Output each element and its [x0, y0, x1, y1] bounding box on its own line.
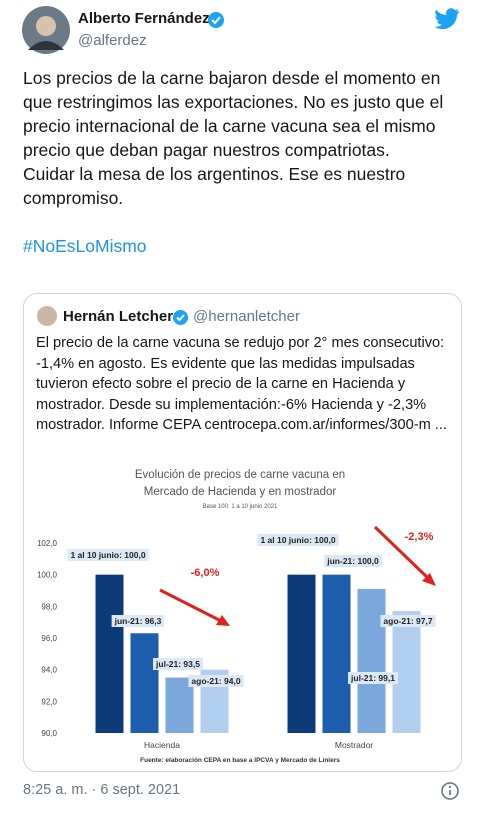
avatar[interactable]	[22, 6, 70, 54]
quoted-handle: @hernanletcher	[193, 308, 300, 325]
verified-badge	[208, 12, 224, 28]
info-icon[interactable]	[440, 781, 460, 801]
y-tick-label: 100,0	[37, 571, 58, 580]
arrow	[373, 525, 431, 581]
x-tick-label: Mostrador	[335, 740, 373, 750]
value-label-bg	[324, 555, 382, 567]
chart-subtitle: Base 100: 1 a 10 junio 2021	[203, 504, 278, 510]
bar	[95, 574, 124, 733]
hashtag[interactable]: #NoEsLoMismo	[23, 236, 147, 256]
value-label: jul-21: 93,5	[155, 659, 200, 669]
value-label: ago-21: 94,0	[191, 676, 240, 686]
quoted-tweet[interactable]	[23, 293, 462, 772]
chart-title: Evolución de precios de carne vacuna en	[135, 469, 345, 481]
quoted-name: Hernán Letcher	[63, 308, 174, 325]
quoted-text: El precio de la carne vacuna se redujo p…	[36, 335, 447, 433]
author-name[interactable]: Alberto Fernández	[78, 10, 210, 27]
bar	[287, 574, 316, 733]
value-label-bg	[257, 534, 339, 546]
annotation: -6,0%	[191, 567, 220, 579]
value-label-bg	[153, 658, 203, 670]
arrow	[159, 588, 224, 624]
y-tick-label: 92,0	[41, 697, 57, 706]
x-tick-label: Hacienda	[144, 740, 180, 750]
value-label-bg	[348, 672, 398, 684]
paragraph: Cuidar la mesa de los argentinos. Ese es…	[23, 164, 406, 208]
y-tick-label: 98,0	[41, 602, 57, 611]
bar	[322, 574, 351, 733]
y-tick-label: 96,0	[41, 634, 57, 643]
author-handle[interactable]: @alferdez	[78, 32, 147, 49]
value-label: jul-21: 99,1	[350, 673, 395, 683]
bar	[130, 633, 159, 733]
y-tick-label: 90,0	[41, 729, 57, 738]
twitter-logo[interactable]	[434, 8, 460, 30]
chart: Evolución de precios de carne vacuna en …	[37, 469, 436, 764]
value-label: ago-21: 97,7	[383, 616, 432, 626]
chart-source: Fuente: elaboración CEPA en base a IPCVA…	[140, 757, 340, 764]
value-label-bg	[380, 615, 436, 627]
value-label: 1 al 10 junio: 100,0	[70, 550, 145, 560]
value-label: jun-21: 100,0	[326, 556, 379, 566]
verified-badge	[173, 310, 188, 325]
value-label: 1 al 10 junio: 100,0	[260, 535, 335, 545]
paragraph: Los precios de la carne bajaron desde el…	[23, 68, 444, 160]
value-label: jun-21: 96,3	[114, 616, 162, 626]
bar	[357, 588, 386, 733]
annotation: -2,3%	[405, 531, 434, 543]
arrow-head	[216, 615, 230, 626]
value-label-bg	[111, 615, 165, 627]
quoted-avatar	[37, 306, 57, 326]
timestamp[interactable]: 8:25 a. m. · 6 sept. 2021	[23, 782, 181, 798]
tweet-text: Los precios de la carne bajaron desde el…	[23, 66, 463, 258]
value-label-bg	[67, 549, 149, 561]
arrow-head	[422, 573, 436, 586]
y-tick-label: 94,0	[41, 666, 57, 675]
chart-title: Mercado de Hacienda y en mostrador	[144, 486, 337, 498]
value-label-bg	[188, 675, 244, 687]
y-tick-label: 102,0	[37, 539, 58, 548]
